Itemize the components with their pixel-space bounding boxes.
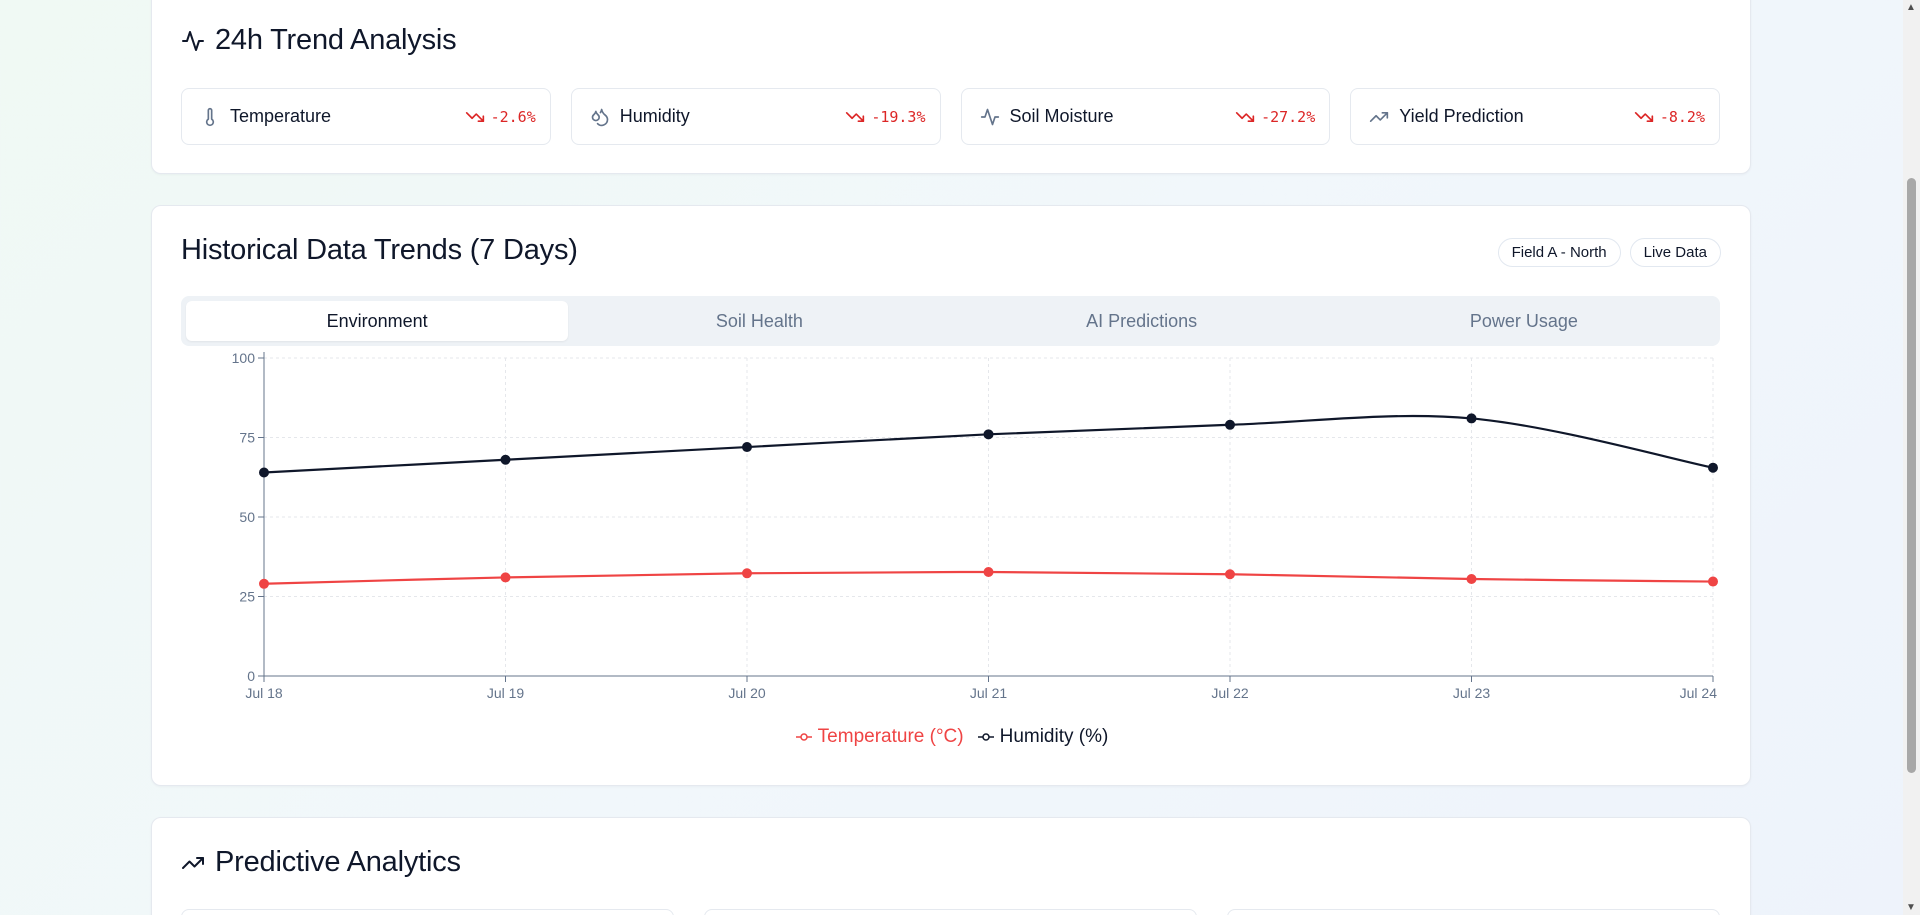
metric-label: Yield Prediction	[1399, 106, 1524, 126]
trending-down-icon	[465, 111, 484, 122]
prediction-panel	[1227, 909, 1720, 915]
y-tick-label: 100	[232, 350, 256, 366]
y-tick-label: 25	[239, 589, 255, 605]
activity-icon	[980, 107, 1000, 127]
trending-down-icon	[846, 111, 865, 122]
tab-power-usage[interactable]: Power Usage	[1469, 310, 1578, 331]
metric-change-value: -27.2%	[1261, 107, 1316, 126]
trending-up-icon	[1369, 107, 1389, 127]
trending-down-icon	[1235, 111, 1255, 122]
temperature-data-point	[742, 568, 752, 579]
humidity-data-point	[1708, 462, 1718, 473]
historical-trends-title-text: Historical Data Trends (7 Days)	[181, 234, 578, 266]
metric-change: -19.3%	[845, 107, 926, 127]
predictive-analytics-title-text: Predictive Analytics	[215, 846, 461, 878]
temperature-data-point	[1708, 576, 1718, 587]
legend-humidity[interactable]: Humidity (%)	[977, 726, 1109, 748]
environment-line-chart: 0 25 50 75 100 Jul 18 Jul 19 Jul 20 Jul 21 Jul 22…	[232, 350, 1718, 701]
humidity-data-point	[1225, 419, 1235, 430]
historical-trends-card: Historical Data Trends (7 Days) Field A …	[151, 205, 1751, 786]
metric-change-value: -19.3%	[871, 107, 926, 126]
chart-grid	[264, 357, 1714, 676]
temperature-data-point	[983, 567, 994, 578]
legend-line-marker-icon	[795, 733, 812, 741]
x-tick-label: Jul 20	[728, 685, 766, 701]
metric-change: -27.2%	[1235, 107, 1315, 127]
scroll-up-icon[interactable]: ▲	[1906, 2, 1916, 13]
historical-trends-title: Historical Data Trends (7 Days)	[181, 234, 578, 267]
activity-icon	[182, 30, 204, 51]
metric-humidity: Humidity -19.3%	[570, 88, 941, 145]
metric-label: Soil Moisture	[1009, 106, 1114, 126]
tab-ai-predictions[interactable]: AI Predictions	[1086, 310, 1198, 331]
temperature-data-point	[259, 578, 269, 589]
y-tick-label: 75	[239, 430, 255, 446]
droplets-icon	[590, 107, 610, 127]
prediction-panel	[181, 909, 674, 915]
legend-label: Humidity (%)	[999, 726, 1109, 747]
predictive-analytics-title: Predictive Analytics	[181, 846, 461, 879]
x-tick-label: Jul 19	[487, 685, 525, 701]
thermometer-icon	[200, 107, 220, 127]
metric-change-value: -8.2%	[1659, 107, 1705, 126]
chart-legend: Temperature (°C) Humidity (%)	[152, 726, 1752, 748]
trend-analysis-title: 24h Trend Analysis	[181, 24, 457, 57]
legend-line-marker-icon	[977, 733, 994, 741]
y-tick-label: 0	[247, 668, 255, 684]
scroll-down-icon[interactable]: ▼	[1906, 902, 1916, 913]
metric-soil-moisture: Soil Moisture -27.2%	[960, 88, 1331, 145]
tab-environment[interactable]: Environment	[186, 301, 569, 341]
legend-temperature[interactable]: Temperature (°C)	[795, 726, 964, 748]
metric-change: -2.6%	[465, 107, 536, 127]
metric-label: Temperature	[230, 106, 332, 126]
prediction-panel	[704, 909, 1197, 915]
tab-soil-health[interactable]: Soil Health	[715, 310, 803, 331]
metric-yield-prediction: Yield Prediction -8.2%	[1350, 88, 1720, 145]
field-badge: Field A - North	[1497, 238, 1621, 267]
humidity-data-point	[500, 454, 511, 465]
x-tick-label: Jul 22	[1211, 685, 1249, 701]
humidity-data-point	[742, 442, 752, 453]
x-tick-label: Jul 24	[1680, 685, 1718, 701]
y-tick-label: 50	[239, 509, 255, 525]
page-scrollbar[interactable]: ▲ ▼	[1903, 0, 1920, 915]
humidity-data-point	[259, 467, 269, 478]
temperature-data-point	[500, 572, 511, 583]
chart-axes: 0 25 50 75 100 Jul 18 Jul 19 Jul 20 Jul 21 Jul 22…	[232, 350, 1718, 701]
metric-change-value: -2.6%	[490, 107, 536, 126]
trend-analysis-card: 24h Trend Analysis Temperature -2.6% Hum…	[151, 0, 1751, 174]
scrollbar-thumb[interactable]	[1907, 178, 1916, 773]
humidity-data-point	[983, 429, 994, 440]
temperature-data-point	[1225, 569, 1235, 580]
predictive-analytics-card: Predictive Analytics	[151, 817, 1751, 915]
trending-up-icon	[182, 856, 204, 869]
temperature-data-point	[1466, 574, 1477, 585]
x-tick-label: Jul 23	[1453, 685, 1491, 701]
legend-label: Temperature (°C)	[817, 726, 964, 747]
x-tick-label: Jul 21	[970, 685, 1008, 701]
trend-analysis-title-text: 24h Trend Analysis	[215, 24, 457, 56]
metric-temperature: Temperature -2.6%	[181, 88, 551, 145]
humidity-data-point	[1466, 413, 1477, 424]
x-tick-label: Jul 18	[245, 685, 283, 701]
chart-series	[259, 413, 1718, 589]
chart-tabs: Environment Soil Health AI Predictions P…	[181, 296, 1720, 346]
live-data-badge: Live Data	[1629, 238, 1721, 267]
trending-down-icon	[1634, 111, 1654, 122]
metric-label: Humidity	[619, 106, 690, 126]
metric-change: -8.2%	[1634, 107, 1705, 127]
